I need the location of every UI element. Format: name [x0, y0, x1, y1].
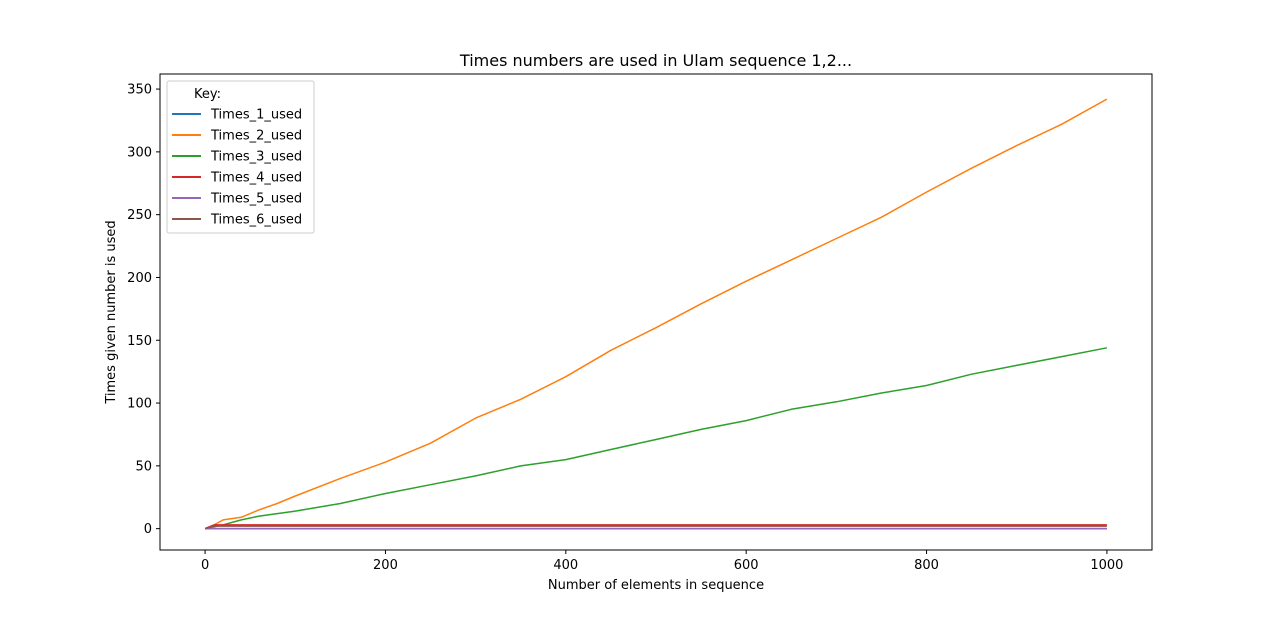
legend-label: Times_3_used — [210, 150, 302, 165]
x-axis-ticks: 0 200 400 600 800 1000 — [201, 550, 1123, 573]
x-tick-label: 0 — [201, 558, 209, 573]
x-tick-label: 1000 — [1090, 558, 1123, 573]
legend-label: Times_2_used — [210, 129, 302, 144]
legend-label: Times_5_used — [210, 192, 302, 207]
x-tick-label: 600 — [734, 558, 759, 573]
series-line-times-6-used — [204, 525, 1107, 530]
series-line-times-3-used — [204, 347, 1108, 530]
legend-entry: Times_3_used — [172, 150, 302, 165]
legend-entry: Times_2_used — [172, 129, 302, 144]
y-tick-label: 150 — [127, 334, 152, 349]
legend-entry: Times_1_used — [172, 108, 302, 123]
y-tick-label: 300 — [127, 145, 152, 160]
y-tick-label: 0 — [144, 522, 152, 537]
legend-entry: Times_6_used — [172, 213, 302, 228]
chart-title: Times numbers are used in Ulam sequence … — [459, 51, 852, 70]
y-tick-label: 350 — [127, 83, 152, 98]
legend-box — [166, 80, 315, 234]
series-layer — [204, 98, 1108, 530]
x-axis-title: Number of elements in sequence — [548, 578, 764, 593]
y-axis-title: Times given number is used — [104, 220, 119, 404]
legend-entry: Times_4_used — [172, 171, 302, 186]
y-tick-label: 50 — [135, 459, 152, 474]
x-tick-label: 800 — [914, 558, 939, 573]
y-tick-label: 100 — [127, 397, 152, 412]
legend-label: Times_4_used — [210, 171, 302, 186]
legend-entry: Times_5_used — [172, 192, 302, 207]
y-axis-ticks: 0 50 100 150 200 250 300 350 — [127, 83, 160, 537]
y-tick-label: 200 — [127, 271, 152, 286]
x-tick-label: 200 — [373, 558, 398, 573]
legend-title: Key: — [194, 87, 221, 102]
series-line-times-2-used — [204, 98, 1108, 530]
axes-frame — [159, 73, 1153, 551]
legend: Key: Times_1_used Times_2_used Times_3_used… — [166, 80, 315, 234]
legend-label: Times_6_used — [210, 213, 302, 228]
legend-label: Times_1_used — [210, 108, 302, 123]
plot-area — [159, 73, 1153, 551]
y-tick-label: 250 — [127, 208, 152, 223]
x-tick-label: 400 — [553, 558, 578, 573]
